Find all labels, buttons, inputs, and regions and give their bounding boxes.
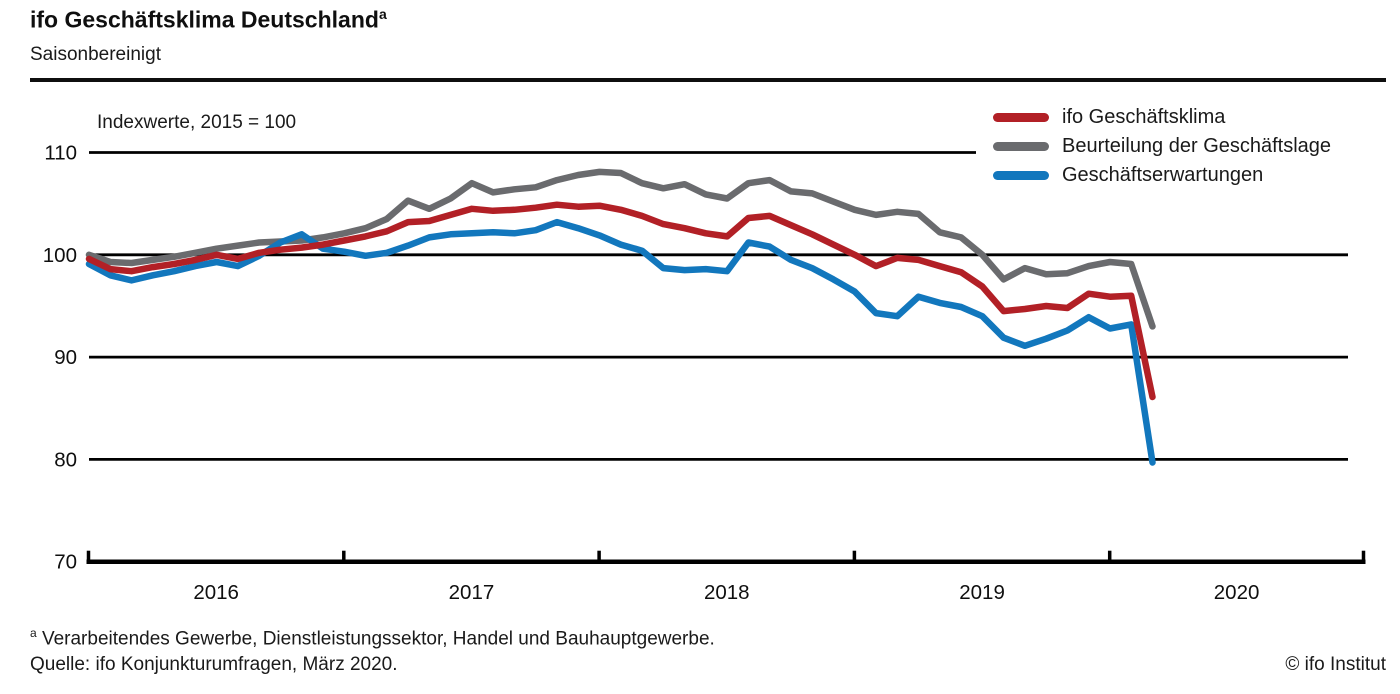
title-footnote-marker: a xyxy=(378,6,387,22)
page-subtitle: Saisonbereinigt xyxy=(30,44,161,65)
chart-legend: ifo Geschäftsklima Beurteilung der Gesch… xyxy=(993,103,1331,190)
x-tick-label-2018: 2018 xyxy=(704,581,750,604)
header-divider xyxy=(30,78,1386,82)
chart-footnote: a Verarbeitendes Gewerbe, Dienstleistung… xyxy=(30,626,715,650)
y-tick-label-110: 110 xyxy=(44,142,77,165)
x-tick-label-2016: 2016 xyxy=(193,581,239,604)
series-line-klima xyxy=(85,201,1156,401)
y-tick-label-70: 70 xyxy=(54,551,77,574)
x-tick-label-2020: 2020 xyxy=(1214,581,1260,604)
legend-item-lage: Beurteilung der Geschäftslage xyxy=(993,132,1331,161)
page-title: ifo Geschäftsklima Deutschlanda xyxy=(30,6,387,34)
legend-label: ifo Geschäftsklima xyxy=(1062,106,1226,128)
y-tick-label-100: 100 xyxy=(43,244,77,267)
legend-swatch-gray xyxy=(993,142,1049,151)
title-text: ifo Geschäftsklima Deutschland xyxy=(30,6,379,33)
legend-swatch-blue xyxy=(993,171,1049,180)
footnote-marker: a xyxy=(30,626,37,640)
series-line-lage xyxy=(85,168,1156,330)
y-tick-label-80: 80 xyxy=(54,448,77,471)
legend-item-erwartungen: Geschäftserwartungen xyxy=(993,161,1331,190)
legend-swatch-red xyxy=(993,113,1049,122)
legend-label: Beurteilung der Geschäftslage xyxy=(1062,135,1332,157)
y-tick-label-90: 90 xyxy=(54,346,77,369)
index-annotation: Indexwerte, 2015 = 100 xyxy=(97,112,297,133)
source-line: Quelle: ifo Konjunkturumfragen, März 202… xyxy=(30,654,398,675)
legend-label: Geschäftserwartungen xyxy=(1062,164,1264,186)
copyright: © ifo Institut xyxy=(1285,654,1386,675)
x-tick-label-2017: 2017 xyxy=(449,581,495,604)
x-tick-label-2019: 2019 xyxy=(959,581,1005,604)
footnote-text: Verarbeitendes Gewerbe, Dienstleistungss… xyxy=(36,628,715,650)
legend-item-klima: ifo Geschäftsklima xyxy=(993,103,1331,132)
